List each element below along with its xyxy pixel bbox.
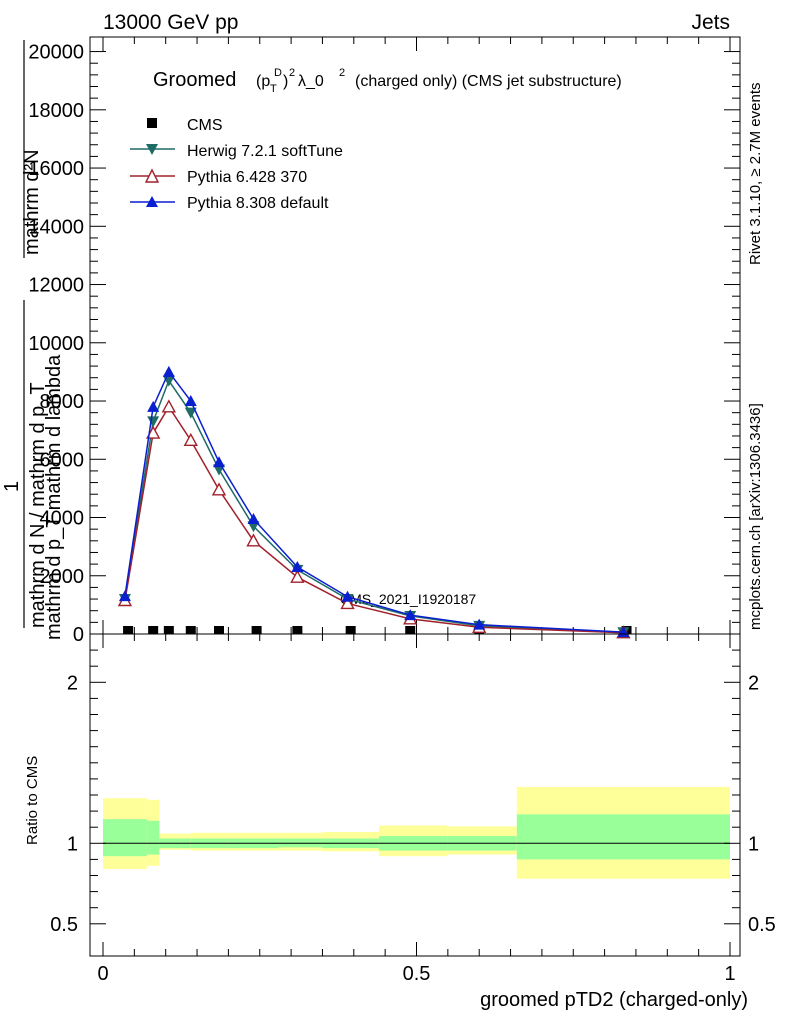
main-ytick-label: 4000 [40,508,85,530]
legend-marker-cms [147,118,157,128]
main-ytick-label: 8000 [40,391,85,413]
point-pythia6 [290,569,305,583]
point-cms [292,626,303,634]
point-pythia6 [183,432,198,447]
point-pythia6 [161,399,177,413]
ratio-ytick-label-right: 0.5 [748,914,776,936]
title-2b: 2 [339,67,345,79]
main-ytick-label: 14000 [28,216,84,238]
point-cms [185,626,196,634]
x-axis-label: groomed pTD2 (charged-only) [480,989,748,1011]
ratio-band-inner [103,819,147,857]
ylabel-frac-num: 1 [1,481,23,492]
main-series-layer [117,365,632,639]
point-pythia8 [247,512,260,524]
point-herwig [184,407,197,419]
main-ytick-label: 0 [73,624,84,646]
point-cms [123,626,134,634]
main-ytick-label: 16000 [28,158,84,180]
ratio-band-inner [146,820,160,855]
title-close: ) [283,73,288,90]
ratio-xtick-label: 0 [97,963,108,985]
analysis-watermark: CMS_2021_I1920187 [340,591,476,607]
title-lambda: λ_0 [298,73,324,90]
ratio-ytick-label: 0.5 [50,914,78,936]
main-ytick-label: 2000 [40,566,85,588]
point-cms [251,626,262,634]
process-label: Jets [691,11,730,34]
ratio-ytick-label-right: 1 [748,833,759,855]
point-herwig [147,416,160,428]
legend-label-pythia6: Pythia 6.428 370 [187,169,307,186]
ylabel-frac-den: mathrm d N / mathrm d p_T [27,382,49,628]
point-cms [148,626,159,634]
title-rest: (charged only) (CMS jet substructure) [355,73,622,90]
title-T: T [270,83,277,95]
ratio-x-axis: 0 0.5 1 [97,634,736,985]
point-pythia6 [340,595,355,610]
rivet-label: Rivet 3.1.10, ≥ 2.7M events [747,83,764,266]
mcplots-label: mcplots.cern.ch [arXiv:1306.3436] [747,403,764,630]
point-pythia6 [145,425,161,439]
legend-label-herwig: Herwig 7.2.1 softTune [187,143,343,160]
point-pythia8 [184,395,197,407]
title-D: D [274,67,282,79]
title-p: (p [256,73,270,90]
legend-label-pythia8: Pythia 8.308 default [187,195,329,212]
point-cms [345,626,356,634]
main-ytick-label: 18000 [28,100,84,122]
main-x-axis [102,37,731,634]
ratio-ylabel: Ratio to CMS [24,756,41,845]
point-herwig [247,521,260,533]
title-main: Groomed [153,69,236,91]
point-pythia8 [147,400,160,412]
point-pythia6 [211,482,227,496]
main-ytick-label: 10000 [28,333,84,355]
point-cms [405,626,416,634]
main-ylabel: mathrm d²N mathrm d p_T mathrm d lambda … [1,40,65,640]
main-y-axis: 0 2000 4000 6000 8000 10000 12000 14000 16000 180… [28,42,740,646]
ratio-y-axis: 0.5 0.5 1 1 2 2 [50,649,776,936]
ratio-xtick-label: 1 [724,963,735,985]
main-ytick-label: 6000 [40,449,85,471]
ylabel-top: mathrm d²N [21,149,43,255]
main-ytick-label: 20000 [28,42,84,64]
ratio-xtick-label: 0.5 [403,963,431,985]
ratio-band-inner [516,814,730,860]
point-pythia8 [162,365,175,377]
legend-marker-pythia8 [146,196,158,207]
main-ytick-label: 12000 [28,275,84,297]
point-pythia6 [246,533,261,547]
ratio-ytick-label: 1 [67,833,78,855]
legend: CMS Herwig 7.2.1 softTune Pythia 6.428 3… [130,117,343,212]
point-cms [163,626,174,634]
point-pythia8 [291,561,304,573]
ratio-ytick-label-right: 2 [748,672,759,694]
point-cms [213,626,224,634]
ratio-bands-layer [103,786,730,879]
ratio-ytick-label: 2 [67,672,78,694]
title-2: 2 [289,67,295,79]
point-pythia8 [212,456,225,468]
legend-label-cms: CMS [187,117,223,134]
energy-label: 13000 GeV pp [103,11,238,34]
legend-marker-pythia6 [144,168,160,183]
point-pythia8 [341,590,354,602]
point-pythia8 [473,618,486,630]
chart-title: Groomed (p D T ) 2 λ_0 2 (charged only) … [153,67,622,95]
ylabel-mid: mathrm d p_T mathrm d lambda [43,354,65,640]
legend-marker-herwig [146,144,158,155]
point-pythia8 [404,609,417,621]
point-pythia8 [118,590,131,602]
